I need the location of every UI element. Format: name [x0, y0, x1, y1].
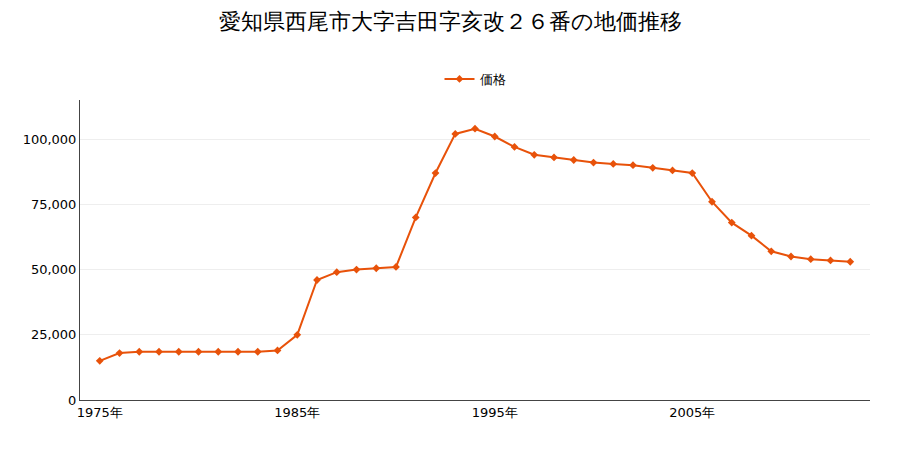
- svg-text:1985年: 1985年: [274, 405, 320, 420]
- svg-text:0: 0: [68, 393, 76, 408]
- svg-text:1975年: 1975年: [77, 405, 123, 420]
- svg-text:2005年: 2005年: [669, 405, 715, 420]
- svg-text:100,000: 100,000: [23, 132, 77, 147]
- svg-text:50,000: 50,000: [31, 262, 77, 277]
- svg-text:25,000: 25,000: [31, 327, 77, 342]
- svg-text:75,000: 75,000: [31, 197, 77, 212]
- svg-text:愛知県西尾市大字吉田字亥改２６番の地価推移: 愛知県西尾市大字吉田字亥改２６番の地価推移: [219, 9, 682, 34]
- svg-text:1995年: 1995年: [472, 405, 518, 420]
- svg-text:価格: 価格: [480, 72, 506, 87]
